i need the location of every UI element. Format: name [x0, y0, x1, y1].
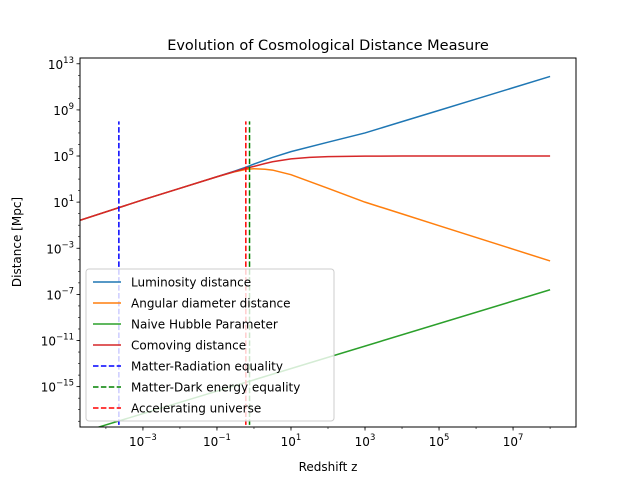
legend: Luminosity distance Angular diameter dist… — [85, 268, 335, 422]
legend-label-0: Luminosity distance — [131, 276, 251, 290]
x-tick-label-2: 101 — [281, 433, 302, 449]
series-line-0 — [80, 75, 551, 221]
x-tick-label-4: 105 — [429, 433, 450, 449]
legend-label-5: Matter-Dark energy equality — [131, 381, 300, 395]
y-tick-label-4: 10−3 — [46, 240, 74, 256]
x-tick-label-3: 103 — [355, 433, 376, 449]
y-tick-label-7: 10−15 — [41, 379, 74, 395]
legend-label-4: Matter-Radiation equality — [131, 360, 283, 374]
y-axis-label: Distance [Mpc] — [10, 197, 24, 287]
series-line-3 — [80, 155, 551, 221]
y-tick-label-2: 105 — [53, 148, 74, 164]
series-line-1 — [80, 167, 551, 262]
y-tick-label-6: 10−11 — [41, 333, 74, 349]
x-tick-label-1: 10−1 — [203, 433, 231, 449]
x-tick-label-5: 107 — [503, 433, 524, 449]
chart-title: Evolution of Cosmological Distance Measu… — [167, 38, 489, 54]
legend-label-6: Accelerating universe — [131, 402, 261, 416]
x-tick-label-0: 10−3 — [129, 433, 157, 449]
legend-label-3: Comoving distance — [131, 339, 246, 353]
legend-label-1: Angular diameter distance — [131, 297, 291, 311]
x-axis-label: Redshift z — [299, 460, 358, 474]
y-tick-label-0: 1013 — [48, 56, 74, 72]
y-tick-label-3: 101 — [53, 194, 74, 210]
y-tick-label-5: 10−7 — [46, 286, 74, 302]
legend-box — [85, 268, 335, 422]
y-tick-label-1: 109 — [53, 102, 74, 118]
legend-label-2: Naive Hubble Parameter — [131, 318, 278, 332]
